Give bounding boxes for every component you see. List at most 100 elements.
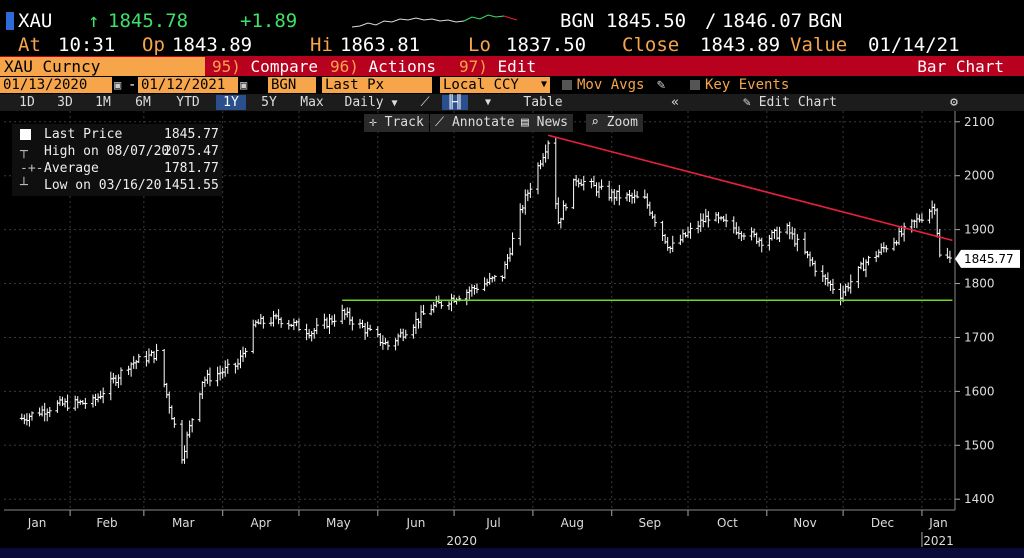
edit-chart-label: Edit Chart xyxy=(758,95,837,110)
bid-ask-separator: / xyxy=(705,10,717,32)
news-icon: ▤ xyxy=(521,115,529,130)
ask-price: 1846.07 xyxy=(722,10,803,32)
chart-legend: Last Price 1845.77 ┬ High on 08/07/20 20… xyxy=(12,124,222,196)
y-tick-label: 1400 xyxy=(964,492,995,506)
gear-icon[interactable]: ⚙ xyxy=(950,95,958,110)
track-button[interactable]: ✛ Track xyxy=(364,114,429,132)
crosshair-icon: ✛ xyxy=(369,115,377,130)
x-tick-label: Nov xyxy=(793,516,816,530)
low-marker-icon: ┴ xyxy=(20,178,28,193)
security-field[interactable]: XAU Curncy xyxy=(0,57,205,76)
year-label: 2020 xyxy=(446,534,477,548)
legend-value: 1845.77 xyxy=(164,127,219,142)
y-tick-label: 2100 xyxy=(964,115,995,129)
legend-value: 2075.47 xyxy=(164,144,219,159)
legend-label: Low on 03/16/20 xyxy=(44,178,162,193)
date-dash: - xyxy=(128,77,137,93)
range-max[interactable]: Max xyxy=(300,95,324,110)
track-label: Track xyxy=(384,115,424,130)
key-events-toggle[interactable]: Key Events xyxy=(690,77,789,93)
table-button[interactable]: Table xyxy=(523,95,563,110)
end-date-field[interactable]: 01/12/2021 xyxy=(138,77,238,93)
mov-avgs-toggle[interactable]: Mov Avgs ✎ xyxy=(562,77,665,93)
range-6m[interactable]: 6M xyxy=(135,95,151,110)
legend-label: High on 08/07/20 xyxy=(44,144,170,159)
news-button[interactable]: ▤ News xyxy=(516,114,573,132)
actions-button[interactable]: 96) Actions xyxy=(330,57,436,76)
chevron-down-icon[interactable]: ▼ xyxy=(484,97,492,108)
range-1d[interactable]: 1D xyxy=(19,95,35,110)
range-1y[interactable]: 1Y xyxy=(216,95,246,110)
range-5y[interactable]: 5Y xyxy=(261,95,277,110)
source-field[interactable]: BGN xyxy=(268,77,316,93)
y-tick-label: 1700 xyxy=(964,330,995,344)
price-chart[interactable]: 140015001600170018001900200021001845.77 … xyxy=(0,111,1024,548)
range-1m[interactable]: 1M xyxy=(95,95,111,110)
news-label: News xyxy=(536,115,568,130)
range-ytd[interactable]: YTD xyxy=(176,95,200,110)
edit-chart-button[interactable]: ✎ Edit Chart xyxy=(740,95,840,110)
low-price: 1837.50 xyxy=(506,34,587,56)
x-tick-label: Oct xyxy=(717,516,738,530)
x-tick-label: Mar xyxy=(172,516,195,530)
range-bar xyxy=(0,94,1024,111)
annotate-label: Annotate xyxy=(451,115,515,130)
collapse-icon[interactable]: « xyxy=(671,95,679,110)
x-tick-label: Jan xyxy=(928,516,948,530)
calendar-icon[interactable]: ▣ xyxy=(240,78,248,92)
calendar-icon[interactable]: ▣ xyxy=(114,78,122,92)
open-label: Op xyxy=(142,34,165,56)
x-tick-label: Aug xyxy=(561,516,584,530)
legend-item: -+- Average 1781.77 xyxy=(12,160,222,177)
legend-value: 1781.77 xyxy=(164,161,219,176)
open-price: 1843.89 xyxy=(172,34,253,56)
x-tick-label: Jan xyxy=(27,516,47,530)
pencil-icon[interactable]: ✎ xyxy=(656,77,666,93)
last-price: 1845.78 xyxy=(108,10,189,32)
x-tick-label: Feb xyxy=(96,516,117,530)
ticker-marker xyxy=(6,12,14,30)
legend-item: ┬ High on 08/07/20 2075.47 xyxy=(12,143,222,160)
period-selector[interactable]: Daily ▼ xyxy=(338,95,404,110)
value-label: Value xyxy=(790,34,848,56)
x-axis: Jan Feb Mar Apr May Jun Jul Aug Sep Oct Nov Dec Jan 2… xyxy=(4,509,955,548)
bar-chart-icon[interactable]: ╟╢ xyxy=(442,95,468,110)
line-chart-icon[interactable]: ⟋ xyxy=(420,95,430,110)
start-date-field[interactable]: 01/13/2020 xyxy=(0,77,112,93)
chevron-down-icon: ▼ xyxy=(540,79,547,90)
edit-button[interactable]: 97) Edit xyxy=(459,57,536,76)
x-tick-label: Jul xyxy=(485,516,500,530)
legend-value: 1451.55 xyxy=(164,178,219,193)
compare-number: 95) xyxy=(212,57,241,76)
price-bars xyxy=(19,137,952,464)
range-3d[interactable]: 3D xyxy=(57,95,73,110)
chevron-down-icon: ▼ xyxy=(391,98,398,109)
at-label: At xyxy=(18,34,41,56)
key-events-label: Key Events xyxy=(705,77,790,93)
close-label: Close xyxy=(622,34,680,56)
compare-label: Compare xyxy=(250,57,318,76)
average-marker-icon: -+- xyxy=(20,161,44,176)
view-title: Bar Chart xyxy=(917,57,1004,76)
checkbox-icon xyxy=(690,80,700,90)
close-price: 1843.89 xyxy=(700,34,781,56)
period-label: Daily xyxy=(344,95,384,110)
currency-label: Local CCY xyxy=(443,77,519,93)
y-tick-label: 1600 xyxy=(964,384,995,398)
zoom-button[interactable]: ⌕ Zoom xyxy=(586,114,643,132)
annotate-button[interactable]: ⟋ Annotate xyxy=(430,114,520,132)
pencil-icon: ✎ xyxy=(743,95,751,110)
legend-swatch xyxy=(20,129,31,140)
y-tick-label: 1900 xyxy=(964,223,995,237)
x-tick-label: Jun xyxy=(406,516,426,530)
status-bar xyxy=(0,548,1024,558)
x-tick-label: Apr xyxy=(250,516,271,530)
annotate-icon: ⟋ xyxy=(435,115,445,130)
up-arrow-icon: ↑ xyxy=(88,10,100,32)
net-change: +1.89 xyxy=(240,10,298,32)
field-selector[interactable]: Last Px xyxy=(322,77,432,93)
currency-selector[interactable]: Local CCY ▼ xyxy=(440,77,550,93)
compare-button[interactable]: 95) Compare xyxy=(212,57,318,76)
value-date: 01/14/21 xyxy=(868,34,960,56)
edit-label: Edit xyxy=(497,57,537,76)
